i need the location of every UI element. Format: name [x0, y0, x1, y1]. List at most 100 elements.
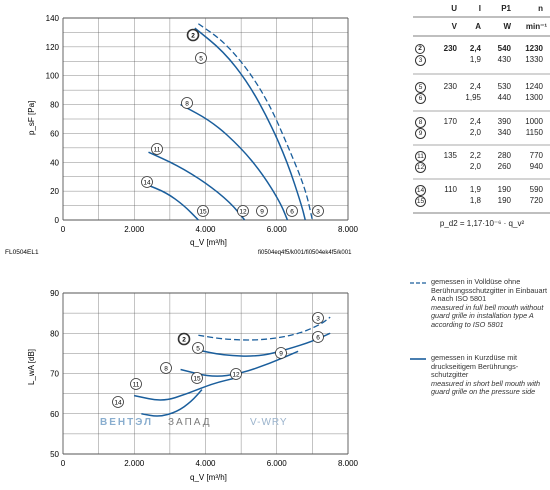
row-6-P: 440 [497, 93, 511, 102]
svg-text:6: 6 [290, 209, 294, 216]
pressure-chart-code: FL0504EL1 [5, 249, 39, 256]
curve-label-8: 8 [160, 362, 172, 374]
row-14-n: 590 [529, 185, 543, 194]
unit-n: min⁻¹ [525, 22, 547, 31]
curve-5 [194, 27, 306, 221]
curve-label-11: 11 [151, 143, 163, 155]
performance-table: U I P1 n V A W min⁻¹ 2 230 2,4 540 1230 3 1,9 4… [413, 0, 550, 230]
y-tick-label: 50 [50, 450, 59, 459]
unit-I: A [475, 22, 481, 31]
svg-text:9: 9 [279, 351, 283, 358]
pressure-y-axis-label: p_sF [Pa] [27, 101, 36, 135]
curve-label-2: 2 [177, 332, 191, 346]
sound-power-chart: 0 2.000 4.000 6.000 8.000 50 60 70 80 90 2 5 8 11 14 1… [27, 289, 359, 482]
header-n: n [538, 4, 543, 13]
curve-label-15: 15 [191, 372, 203, 384]
curve-label-6: 6 [286, 205, 298, 217]
row-id-6: 6 [415, 93, 426, 104]
pressure-chart-reference: fi0504eq4f5/k001/fi0504ek4f5/k001 [258, 250, 352, 256]
curve-label-8: 8 [181, 97, 193, 109]
row-11-U: 135 [443, 151, 457, 160]
row-14-U: 110 [444, 185, 457, 194]
row-id-15: 15 [415, 196, 426, 207]
legend-dashed-de: gemessen in Volldüse ohne Berührungsschu… [431, 277, 548, 304]
curve-label-14: 14 [112, 396, 124, 408]
x-tick-label: 2.000 [124, 225, 145, 234]
curve-2 [198, 316, 331, 341]
curve-11 [134, 376, 238, 401]
row-11-n: 770 [529, 151, 543, 160]
curve-label-15: 15 [197, 205, 209, 217]
row-12-n: 940 [529, 162, 543, 171]
curve-label-5: 5 [192, 342, 204, 354]
unit-P: W [503, 22, 511, 31]
y-tick-label: 60 [50, 129, 59, 138]
sound-chart-curve-labels: 2 5 8 11 14 15 12 9 6 3 [112, 312, 324, 408]
row-2-I: 2,4 [469, 44, 481, 53]
curve-14 [141, 389, 203, 417]
row-12-I: 2,0 [469, 162, 481, 171]
pressure-x-axis-label: q_V [m³/h] [190, 238, 227, 247]
row-3-n: 1330 [525, 55, 543, 64]
y-tick-label: 80 [50, 329, 59, 338]
legend-solid-de: gemessen in Kurzdüse mit druckseitigem B… [431, 353, 519, 380]
header-P1: P1 [501, 4, 511, 13]
svg-text:11: 11 [154, 147, 161, 154]
row-id-3: 3 [415, 55, 426, 66]
row-5-I: 2,4 [469, 82, 481, 91]
legend-dashed-en: measured in full bell mouth without guar… [431, 302, 544, 329]
formula: p_d2 = 1,17·10⁻⁶ · q_v² [439, 219, 525, 228]
y-tick-label: 100 [46, 72, 60, 81]
sound-y-axis-label: L_wA [dB] [27, 349, 36, 385]
row-5-P: 530 [497, 82, 511, 91]
sound-chart-grid [62, 292, 349, 455]
row-id-9: 9 [415, 128, 426, 139]
header-I: I [478, 4, 481, 13]
pressure-chart: 0 2.000 4.000 6.000 8.000 0 20 40 60 80 100 120 140 … [5, 14, 359, 256]
x-tick-label: 0 [61, 225, 66, 234]
row-2-U: 230 [443, 44, 457, 53]
svg-text:15: 15 [193, 376, 201, 383]
row-5-U: 230 [443, 82, 457, 91]
x-tick-label: 4.000 [195, 225, 216, 234]
row-id-14: 14 [415, 185, 426, 196]
row-11-P: 280 [497, 151, 511, 160]
row-8-n: 1000 [525, 117, 543, 126]
curve-label-11: 11 [130, 378, 142, 390]
row-11-I: 2,2 [469, 151, 481, 160]
svg-text:14: 14 [114, 400, 122, 407]
x-tick-label: 2.000 [124, 459, 145, 468]
y-tick-label: 40 [50, 158, 59, 167]
curve-label-12: 12 [230, 368, 242, 380]
svg-text:12: 12 [239, 209, 247, 216]
svg-text:8: 8 [185, 101, 189, 108]
curve-2 [198, 23, 314, 221]
curve-label-9: 9 [275, 347, 287, 359]
row-15-P: 190 [497, 196, 511, 205]
svg-text:9: 9 [260, 209, 264, 216]
row-6-I: 1,95 [465, 93, 481, 102]
legend-swatches [410, 282, 426, 360]
row-14-I: 1,9 [469, 185, 481, 194]
svg-text:11: 11 [133, 382, 140, 389]
row-id-5: 5 [415, 82, 426, 93]
x-tick-label: 6.000 [267, 459, 288, 468]
x-tick-label: 6.000 [267, 225, 288, 234]
y-tick-label: 70 [50, 370, 59, 379]
legend-dashed: gemessen in Volldüse ohne Berührungsschu… [431, 277, 549, 330]
row-3-P: 430 [497, 55, 511, 64]
row-15-I: 1,8 [469, 196, 481, 205]
curve-label-2: 2 [186, 28, 200, 42]
curve-label-5: 5 [195, 52, 207, 64]
row-id-8: 8 [415, 117, 426, 128]
curve-label-6: 6 [312, 331, 324, 343]
row-9-I: 2,0 [469, 128, 481, 137]
svg-text:5: 5 [196, 346, 200, 353]
curve-8 [180, 103, 289, 221]
row-9-P: 340 [497, 128, 511, 137]
curve-label-3: 3 [312, 312, 324, 324]
watermark-left: ВЕНТЭЛ [100, 417, 153, 428]
row-9-n: 1150 [525, 128, 543, 137]
curve-label-9: 9 [256, 205, 268, 217]
curve-14 [144, 183, 199, 221]
